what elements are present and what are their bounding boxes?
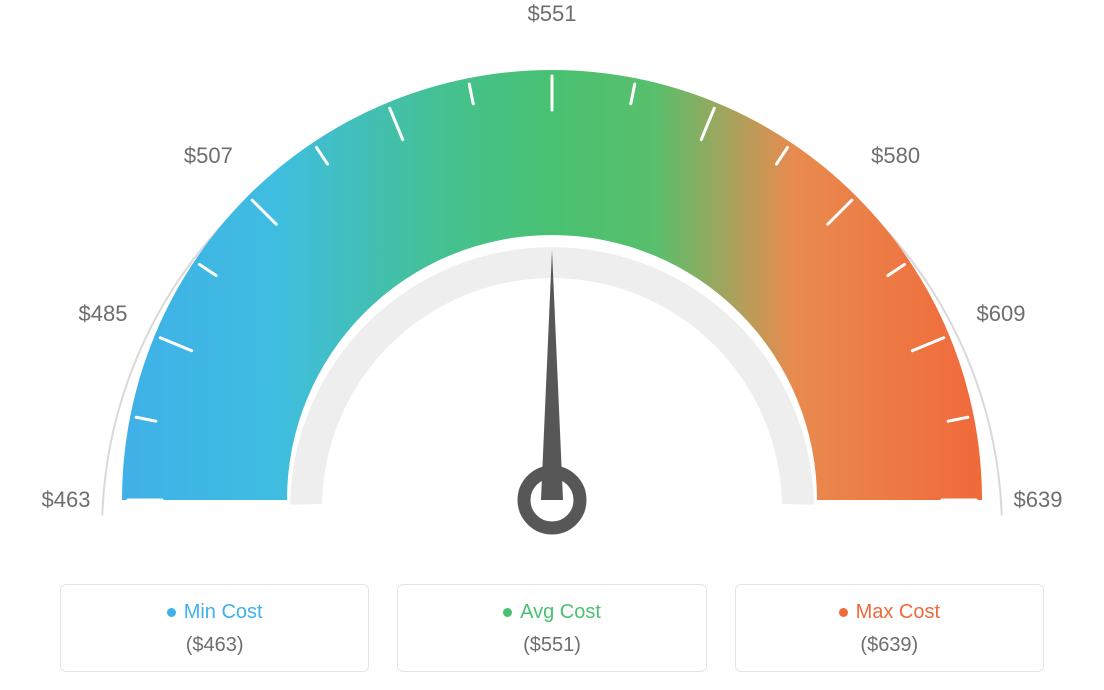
- legend-title-avg: Avg Cost: [503, 601, 601, 624]
- scale-label: $580: [871, 143, 920, 169]
- scale-label: $639: [1014, 487, 1063, 513]
- legend-title-min: Min Cost: [167, 601, 263, 624]
- dot-avg: [503, 608, 512, 617]
- legend-avg-value: ($551): [408, 634, 695, 657]
- legend-max-label: Max Cost: [856, 601, 940, 624]
- scale-label: $485: [79, 301, 128, 327]
- legend-card-max: Max Cost ($639): [735, 584, 1044, 672]
- legend-avg-label: Avg Cost: [520, 601, 601, 624]
- dot-max: [839, 608, 848, 617]
- legend-row: Min Cost ($463) Avg Cost ($551) Max Cost…: [0, 584, 1104, 672]
- legend-min-value: ($463): [71, 634, 358, 657]
- scale-label: $463: [42, 487, 91, 513]
- dot-min: [167, 608, 176, 617]
- legend-max-value: ($639): [746, 634, 1033, 657]
- scale-label: $507: [184, 143, 233, 169]
- legend-card-min: Min Cost ($463): [60, 584, 369, 672]
- legend-card-avg: Avg Cost ($551): [397, 584, 706, 672]
- gauge-chart: $463 $485 $507 $551 $580 $609 $639: [0, 0, 1104, 560]
- legend-title-max: Max Cost: [839, 601, 940, 624]
- scale-label: $609: [977, 301, 1026, 327]
- gauge-svg: [0, 0, 1104, 560]
- scale-label: $551: [528, 1, 577, 27]
- legend-min-label: Min Cost: [184, 601, 263, 624]
